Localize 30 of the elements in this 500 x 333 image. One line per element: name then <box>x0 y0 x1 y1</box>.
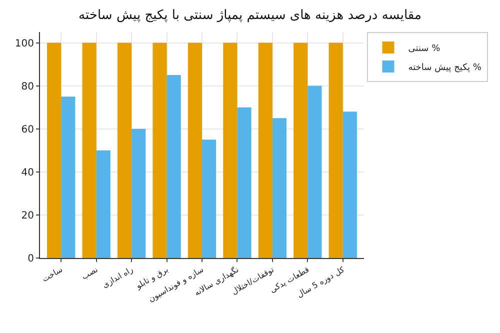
legend-label: پکیج پیش ساخته % <box>408 63 482 74</box>
bar <box>96 150 110 258</box>
bar <box>166 75 181 258</box>
y-tick-label: 20 <box>21 210 34 222</box>
bar <box>117 42 132 258</box>
y-tick-label: 80 <box>21 81 34 92</box>
bar <box>294 42 308 258</box>
bar <box>61 96 76 258</box>
bar <box>328 42 343 258</box>
bar <box>82 42 96 258</box>
bar <box>47 42 62 258</box>
bar <box>272 118 287 258</box>
y-tick-label: 100 <box>14 38 34 50</box>
y-tick-label: 0 <box>28 254 34 264</box>
bar <box>308 86 322 258</box>
x-tick-label: راه اندازی <box>100 264 135 290</box>
bar <box>223 42 238 258</box>
bar <box>237 107 252 258</box>
bar <box>258 42 272 258</box>
bar <box>342 112 357 258</box>
chart-title: مقایسه درصد هزینه های سیستم پمپاژ سنتی با پکیج پیش ساخته <box>78 8 422 24</box>
bar <box>202 140 216 258</box>
bar <box>188 42 202 258</box>
x-tick-label: ساخت <box>40 264 64 284</box>
legend-label: سنتی % <box>408 44 441 54</box>
bar <box>152 42 167 258</box>
y-tick-label: 40 <box>21 167 34 178</box>
bar <box>132 128 146 258</box>
y-tick-label: 60 <box>21 124 34 136</box>
x-tick-label: نصب <box>80 265 100 282</box>
